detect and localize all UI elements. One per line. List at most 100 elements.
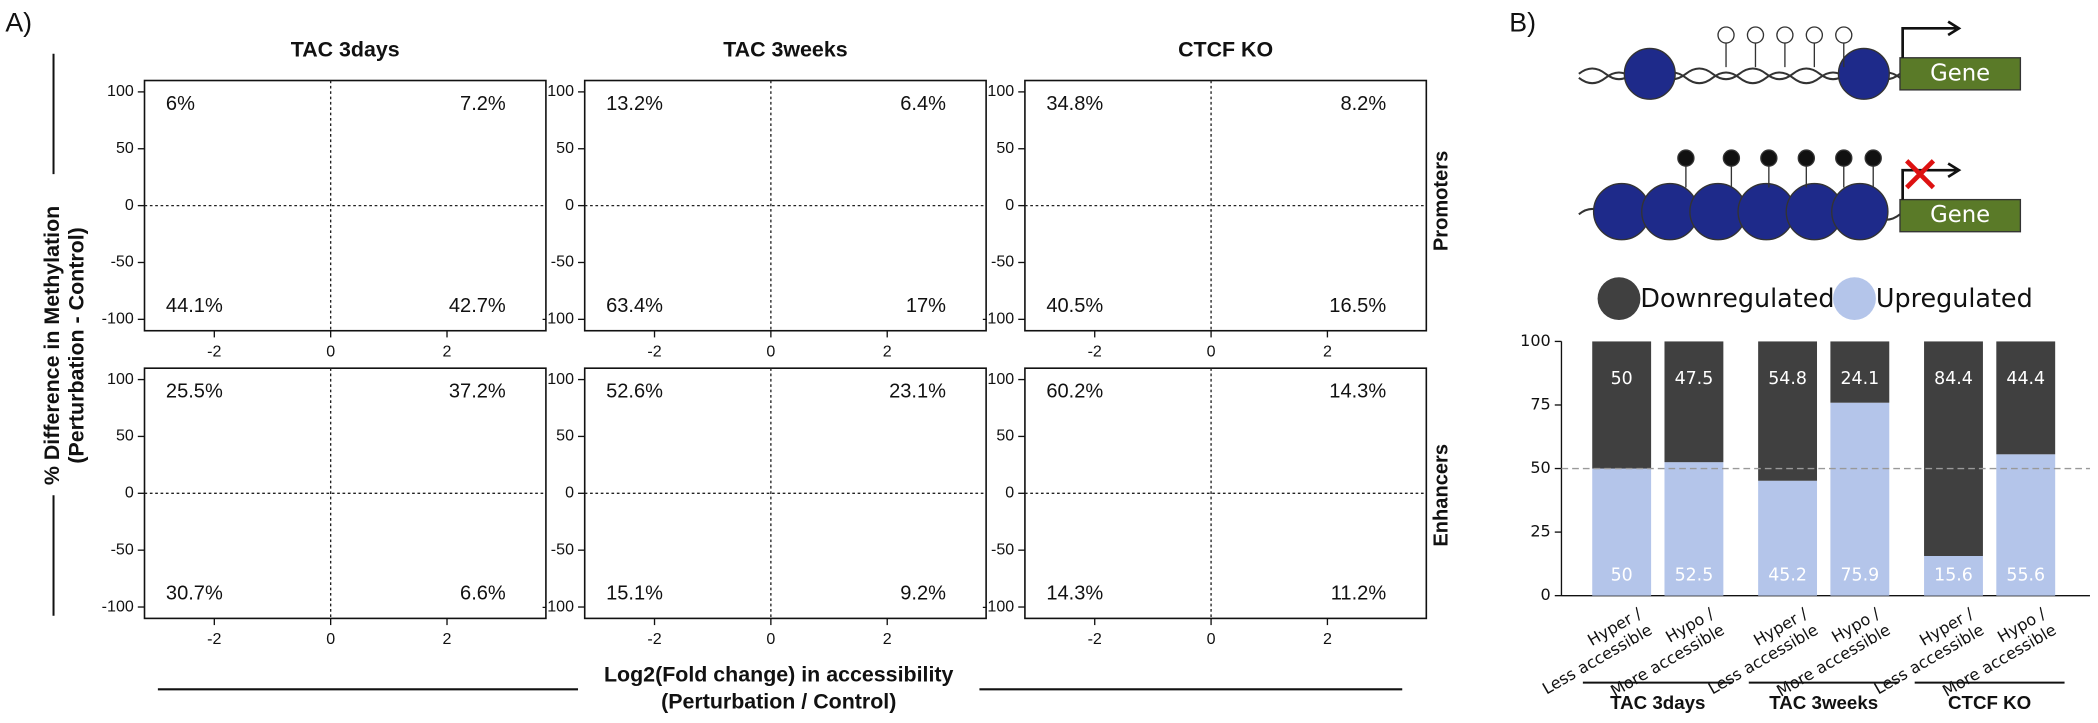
panel-label: A): [5, 7, 32, 37]
y-tick-label: 100: [987, 370, 1014, 388]
y-tick-label: 50: [556, 427, 574, 445]
x-tick-label: 2: [1323, 630, 1332, 648]
y-tick-label: -50: [111, 540, 134, 558]
y-tick-label: -50: [551, 540, 574, 558]
x-tick-label: 2: [883, 342, 892, 360]
chart-title: TAC 3days: [291, 38, 400, 62]
x-tick-label: -2: [647, 630, 661, 648]
group-label: TAC 3weeks: [1769, 692, 1878, 713]
value-label: 50: [1611, 566, 1633, 586]
y-tick-label: 0: [1005, 196, 1014, 214]
bar-segment: [1664, 462, 1724, 596]
y-tick-label: -100: [102, 310, 134, 328]
x-tick-label: 2: [883, 630, 892, 648]
y-tick-label: 50: [116, 427, 134, 445]
group-label: TAC 3days: [1610, 692, 1705, 713]
panel-label: B): [1509, 7, 1536, 37]
quadrant-label: 13.2%: [606, 93, 663, 115]
y-tick-label: 50: [996, 139, 1014, 157]
y-tick-label: 50: [1530, 458, 1550, 477]
y-tick-label: 0: [565, 484, 574, 502]
y-tick-label: 0: [125, 196, 134, 214]
value-label: 52.5: [1675, 566, 1714, 586]
value-label: 55.6: [2006, 566, 2045, 586]
bar-segment: [1664, 341, 1724, 463]
quadrant-label: 63.4%: [606, 295, 663, 317]
y-tick-label: -100: [102, 597, 134, 615]
value-label: 54.8: [1768, 369, 1807, 389]
y-tick-label: -100: [542, 310, 574, 328]
bar-segment: [1924, 341, 1983, 556]
quadrant-label: 6%: [166, 93, 195, 115]
bar-segment: [1758, 480, 1818, 596]
quadrant-label: 11.2%: [1331, 583, 1387, 605]
quadrant-label: 16.5%: [1329, 295, 1386, 317]
x-tick-label: -2: [1088, 630, 1102, 648]
x-tick-label: -2: [207, 342, 221, 360]
y-tick-label: 0: [125, 484, 134, 502]
quadrant-label: 34.8%: [1046, 93, 1103, 115]
x-tick-label: -2: [1088, 342, 1102, 360]
gene-label: Gene: [1930, 60, 1990, 86]
legend-swatch: [1833, 277, 1876, 321]
legend-label: Upregulated: [1876, 283, 2033, 313]
row-label: Promoters: [1431, 151, 1453, 251]
value-label: 15.6: [1934, 566, 1973, 586]
y-tick-label: -50: [991, 253, 1014, 271]
x-tick-label: 2: [443, 342, 452, 360]
bar-segment: [1758, 341, 1818, 481]
y-tick-label: 0: [565, 196, 574, 214]
y-tick-label: 0: [1541, 585, 1551, 604]
x-tick-label: 0: [766, 342, 775, 360]
chart-title: CTCF KO: [1178, 38, 1273, 62]
y-tick-label: 0: [1005, 484, 1014, 502]
bar-segment: [1924, 555, 1983, 596]
diagram-closed: [1578, 149, 2022, 241]
x-tick-label: 0: [1207, 630, 1216, 648]
y-tick-label: 100: [1520, 331, 1551, 350]
y-tick-label: 50: [556, 139, 574, 157]
row-label: Enhancers: [1431, 444, 1453, 547]
y-axis-label: % Difference in Methylation: [40, 206, 64, 485]
y-tick-label: 25: [1530, 522, 1550, 541]
chart-title: TAC 3weeks: [723, 38, 848, 62]
quadrant-label: 8.2%: [1340, 93, 1386, 115]
x-tick-label: 2: [1323, 342, 1332, 360]
y-tick-label: -100: [542, 597, 574, 615]
value-label: 45.2: [1768, 566, 1807, 586]
y-tick-label: -50: [991, 540, 1014, 558]
quadrant-label: 40.5%: [1046, 295, 1103, 317]
y-tick-label: 50: [996, 427, 1014, 445]
y-tick-label: 100: [107, 370, 134, 388]
y-tick-label: -50: [111, 253, 134, 271]
x-axis-label: (Perturbation / Control): [661, 689, 896, 713]
y-tick-label: 50: [116, 139, 134, 157]
value-label: 84.4: [1934, 369, 1973, 389]
value-label: 44.4: [2006, 369, 2045, 389]
bar-segment: [1592, 468, 1652, 596]
quadrant-label: 6.6%: [460, 583, 506, 605]
quadrant-label: 52.6%: [606, 381, 663, 403]
y-tick-label: -100: [982, 597, 1014, 615]
legend-swatch: [1597, 277, 1641, 321]
x-tick-label: -2: [647, 342, 661, 360]
x-tick-label: 0: [326, 342, 335, 360]
quadrant-label: 30.7%: [166, 583, 223, 605]
y-axis-label: (Perturbation - Control): [64, 227, 88, 463]
x-tick-label: -2: [207, 630, 221, 648]
value-label: 50: [1611, 369, 1633, 389]
bar-segment: [1830, 402, 1890, 596]
x-tick-label: 0: [326, 630, 335, 648]
value-label: 24.1: [1840, 369, 1879, 389]
y-tick-label: 100: [547, 82, 574, 100]
quadrant-label: 60.2%: [1046, 381, 1103, 403]
quadrant-label: 6.4%: [900, 93, 946, 115]
y-tick-label: 100: [987, 82, 1014, 100]
y-tick-label: 100: [107, 82, 134, 100]
quadrant-label: 9.2%: [900, 583, 946, 605]
y-tick-label: 75: [1530, 394, 1550, 413]
x-tick-label: 0: [766, 630, 775, 648]
quadrant-label: 44.1%: [166, 295, 223, 317]
x-tick-label: 2: [443, 630, 452, 648]
